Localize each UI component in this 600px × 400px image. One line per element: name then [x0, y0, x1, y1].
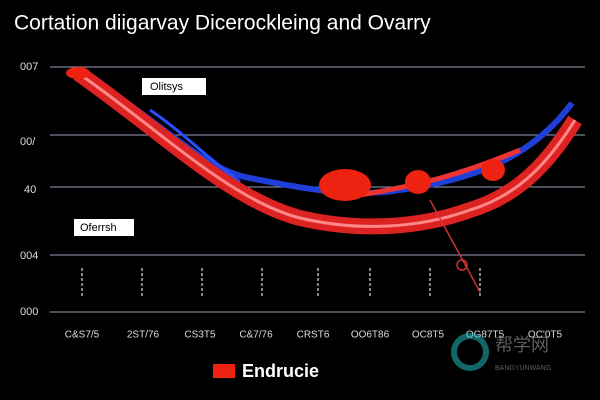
x-tick-label: OG87T5 [466, 330, 505, 341]
x-axis-labels: C&S7/5 2ST/76 CS3T5 C&7/76 CRST6 OO6T86 … [65, 330, 563, 341]
marker [481, 159, 505, 181]
x-tick-label: 2ST/76 [127, 330, 160, 341]
annotation: Olitsys [142, 78, 206, 95]
x-tick-label: CS3T5 [184, 330, 216, 341]
annotation-text: Olitsys [150, 81, 184, 93]
watermark-text: 帮学网 [495, 335, 549, 355]
watermark: 帮学网 BANGYUNWANG [451, 333, 551, 372]
y-tick-label: 00/ [20, 136, 36, 148]
x-tick-label: OO6T86 [351, 330, 390, 341]
annotation-text: Oferrsh [80, 222, 117, 234]
red-curve [359, 147, 521, 198]
legend-swatch [213, 364, 235, 378]
annotation-box [142, 78, 206, 95]
x-tick-label: OC'0T5 [528, 330, 563, 341]
x-tick-label: OC8T5 [412, 330, 445, 341]
red-band-highlight [77, 71, 577, 228]
annotation: Oferrsh [74, 219, 134, 236]
marker [66, 67, 90, 79]
marker [319, 169, 371, 201]
y-tick-label: 000 [20, 306, 38, 318]
pointer-line [429, 199, 481, 293]
legend-label: Endrucie [242, 361, 319, 381]
legend: Endrucie [213, 361, 319, 381]
y-tick-label: 007 [20, 61, 38, 73]
markers [66, 67, 505, 271]
x-tick-label: C&7/76 [239, 330, 273, 341]
marker [456, 259, 468, 271]
y-tick-label: 004 [20, 250, 38, 262]
chart-title: Cortation diigarvay Dicerockleing and Ov… [14, 12, 431, 35]
y-axis-labels: 007 00/ 40 004 000 [20, 61, 38, 318]
x-tick-label: C&S7/5 [65, 330, 100, 341]
x-tick-label: CRST6 [297, 330, 330, 341]
marker [405, 170, 431, 194]
watermark-logo [451, 333, 489, 371]
y-tick-label: 40 [24, 184, 36, 196]
watermark-subtext: BANGYUNWANG [495, 365, 551, 372]
annotation-box [74, 219, 134, 236]
blue-curve [149, 108, 241, 184]
